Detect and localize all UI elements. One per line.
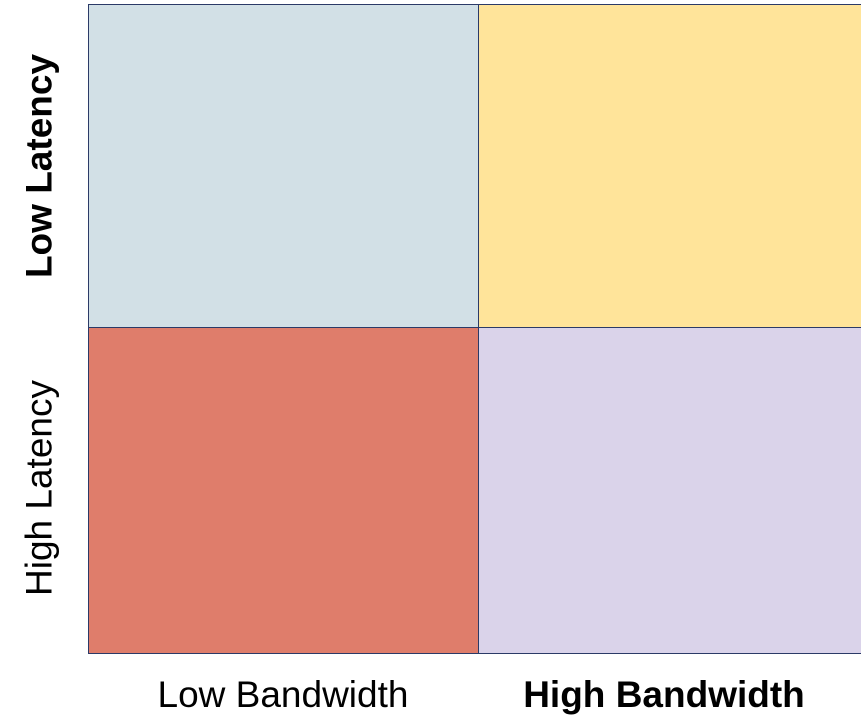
x-axis-label-low-bandwidth: Low Bandwidth [157, 674, 409, 715]
y-axis-label-low-latency: Low Latency [18, 53, 60, 279]
quadrant-low-latency-low-bandwidth [88, 4, 480, 329]
quadrant-high-latency-low-bandwidth [88, 327, 480, 654]
x-axis-label-high-bandwidth: High Bandwidth [523, 674, 805, 715]
quadrant-low-latency-high-bandwidth [478, 4, 861, 329]
quadrant-high-latency-high-bandwidth [478, 327, 861, 654]
y-axis-label-high-latency: High Latency [18, 380, 60, 596]
